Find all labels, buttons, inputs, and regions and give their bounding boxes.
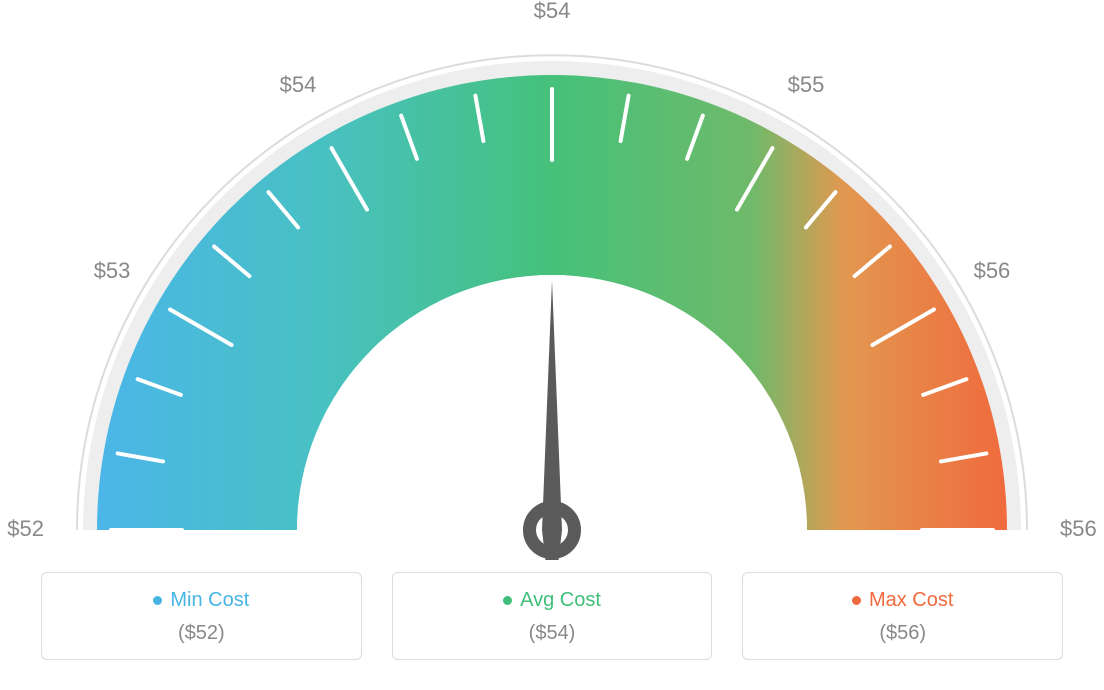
legend-title-text: Avg Cost bbox=[520, 589, 601, 612]
dot-icon bbox=[503, 596, 512, 605]
legend-value-max: ($56) bbox=[753, 622, 1052, 645]
svg-text:$55: $55 bbox=[788, 72, 825, 97]
dot-icon bbox=[852, 596, 861, 605]
legend-box-min: Min Cost ($52) bbox=[41, 572, 362, 660]
svg-text:$56: $56 bbox=[974, 258, 1011, 283]
legend-value-min: ($52) bbox=[52, 622, 351, 645]
legend-box-avg: Avg Cost ($54) bbox=[392, 572, 713, 660]
legend-title-min: Min Cost bbox=[153, 589, 249, 612]
svg-text:$53: $53 bbox=[94, 258, 131, 283]
legend-box-max: Max Cost ($56) bbox=[742, 572, 1063, 660]
gauge-chart: $52 $53 $54 $54 $55 $56 $56 bbox=[0, 0, 1104, 560]
legend-row: Min Cost ($52) Avg Cost ($54) Max Cost (… bbox=[41, 572, 1063, 660]
legend-title-max: Max Cost bbox=[852, 589, 953, 612]
svg-text:$54: $54 bbox=[534, 0, 571, 23]
dot-icon bbox=[153, 596, 162, 605]
legend-title-text: Max Cost bbox=[869, 589, 953, 612]
svg-text:$54: $54 bbox=[280, 72, 317, 97]
legend-value-avg: ($54) bbox=[403, 622, 702, 645]
svg-text:$52: $52 bbox=[7, 516, 44, 541]
svg-text:$56: $56 bbox=[1060, 516, 1097, 541]
gauge-svg: $52 $53 $54 $54 $55 $56 $56 bbox=[0, 0, 1104, 560]
legend-title-avg: Avg Cost bbox=[503, 589, 601, 612]
legend-title-text: Min Cost bbox=[170, 589, 249, 612]
